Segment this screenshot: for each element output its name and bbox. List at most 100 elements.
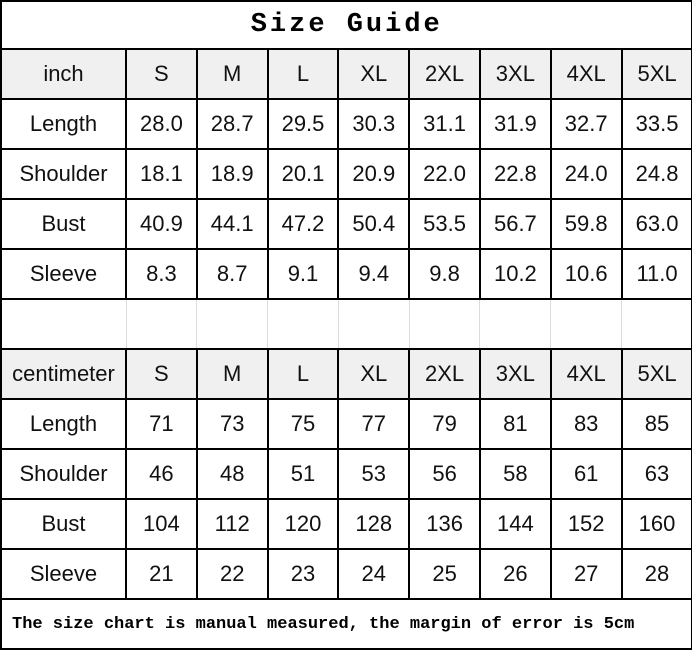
row-label: Bust	[0, 498, 127, 550]
table-cell: 25	[408, 548, 481, 600]
footer-note: The size chart is manual measured, the m…	[0, 598, 692, 650]
table-cell: 24.0	[549, 148, 623, 200]
title-row: Size Guide	[0, 0, 692, 50]
table-cell: 104	[125, 498, 198, 550]
column-header-2xl: 2XL	[408, 348, 481, 400]
table-cell: 81	[478, 398, 552, 450]
column-header-s: S	[125, 348, 198, 400]
table-cell: 29.5	[266, 98, 340, 150]
column-header-m: M	[195, 348, 269, 400]
table-cell: 26	[478, 548, 552, 600]
table-cell: 20.1	[266, 148, 340, 200]
column-header-4xl: 4XL	[549, 48, 623, 100]
table-cell: 112	[195, 498, 269, 550]
table-cell: 58	[478, 448, 552, 500]
row-label: Shoulder	[0, 148, 127, 200]
spacer-cell	[267, 299, 339, 349]
table-row: Length 28.0 28.7 29.5 30.3 31.1 31.9 32.…	[0, 98, 692, 150]
table-cell: 8.7	[195, 248, 269, 300]
table-cell: 47.2	[266, 198, 340, 250]
table-cell: 120	[266, 498, 340, 550]
spacer-cell	[337, 299, 410, 349]
column-header-m: M	[195, 48, 269, 100]
table-cell: 22.8	[478, 148, 552, 200]
column-header-3xl: 3XL	[478, 348, 552, 400]
spacer-cell	[196, 299, 269, 349]
row-label: Sleeve	[0, 548, 127, 600]
column-header-l: L	[266, 48, 340, 100]
table-cell: 9.1	[266, 248, 340, 300]
table-cell: 10.2	[478, 248, 552, 300]
table-cell: 51	[266, 448, 340, 500]
table-cell: 10.6	[549, 248, 623, 300]
table-cell: 40.9	[125, 198, 198, 250]
table-cell: 53	[337, 448, 411, 500]
table-cell: 31.9	[478, 98, 552, 150]
table-cell: 18.9	[195, 148, 269, 200]
table-row: Bust 104 112 120 128 136 144 152 160	[0, 498, 692, 550]
table-cell: 28.7	[195, 98, 269, 150]
table-cell: 24	[337, 548, 411, 600]
table-cell: 71	[125, 398, 198, 450]
table-cell: 75	[266, 398, 340, 450]
table-cell: 152	[549, 498, 623, 550]
table-cell: 30.3	[337, 98, 411, 150]
table-cell: 44.1	[195, 198, 269, 250]
row-label: Bust	[0, 198, 127, 250]
table-cell: 8.3	[125, 248, 198, 300]
row-label: Length	[0, 398, 127, 450]
table-cell: 9.4	[337, 248, 411, 300]
inch-unit-label: inch	[0, 48, 127, 100]
table-row: Shoulder 18.1 18.9 20.1 20.9 22.0 22.8 2…	[0, 148, 692, 200]
row-label: Length	[0, 98, 127, 150]
table-cell: 32.7	[549, 98, 623, 150]
spacer-cell	[550, 299, 623, 349]
table-cell: 144	[478, 498, 552, 550]
table-row: Sleeve 8.3 8.7 9.1 9.4 9.8 10.2 10.6 11.…	[0, 248, 692, 300]
spacer-cell	[621, 299, 692, 349]
table-row: Length 71 73 75 77 79 81 83 85	[0, 398, 692, 450]
footer-note-row: The size chart is manual measured, the m…	[0, 598, 692, 650]
spacer-cell	[479, 299, 552, 349]
row-label: Sleeve	[0, 248, 127, 300]
table-cell: 24.8	[620, 148, 692, 200]
table-cell: 59.8	[549, 198, 623, 250]
table-cell: 33.5	[620, 98, 692, 150]
table-cell: 48	[195, 448, 269, 500]
table-cell: 160	[620, 498, 692, 550]
table-spacer-row	[0, 299, 692, 349]
row-label: Shoulder	[0, 448, 127, 500]
table-cell: 63.0	[620, 198, 692, 250]
table-cell: 53.5	[408, 198, 481, 250]
table-cell: 9.8	[408, 248, 481, 300]
centimeter-header-row: centimeter S M L XL 2XL 3XL 4XL 5XL	[0, 348, 692, 400]
spacer-cell	[125, 299, 198, 349]
column-header-2xl: 2XL	[408, 48, 481, 100]
table-cell: 18.1	[125, 148, 198, 200]
table-cell: 28.0	[125, 98, 198, 150]
column-header-5xl: 5XL	[620, 348, 692, 400]
column-header-4xl: 4XL	[549, 348, 623, 400]
table-cell: 56	[408, 448, 481, 500]
spacer-cell	[0, 299, 127, 349]
table-cell: 31.1	[408, 98, 481, 150]
table-cell: 11.0	[620, 248, 692, 300]
centimeter-unit-label: centimeter	[0, 348, 127, 400]
table-cell: 46	[125, 448, 198, 500]
table-cell: 28	[620, 548, 692, 600]
table-row: Shoulder 46 48 51 53 56 58 61 63	[0, 448, 692, 500]
column-header-xl: XL	[337, 48, 411, 100]
column-header-5xl: 5XL	[620, 48, 692, 100]
column-header-xl: XL	[337, 348, 411, 400]
page-title: Size Guide	[0, 0, 692, 50]
table-row: Bust 40.9 44.1 47.2 50.4 53.5 56.7 59.8 …	[0, 198, 692, 250]
column-header-s: S	[125, 48, 198, 100]
table-cell: 128	[337, 498, 411, 550]
table-cell: 23	[266, 548, 340, 600]
table-cell: 83	[549, 398, 623, 450]
column-header-l: L	[266, 348, 340, 400]
table-cell: 136	[408, 498, 481, 550]
table-cell: 85	[620, 398, 692, 450]
